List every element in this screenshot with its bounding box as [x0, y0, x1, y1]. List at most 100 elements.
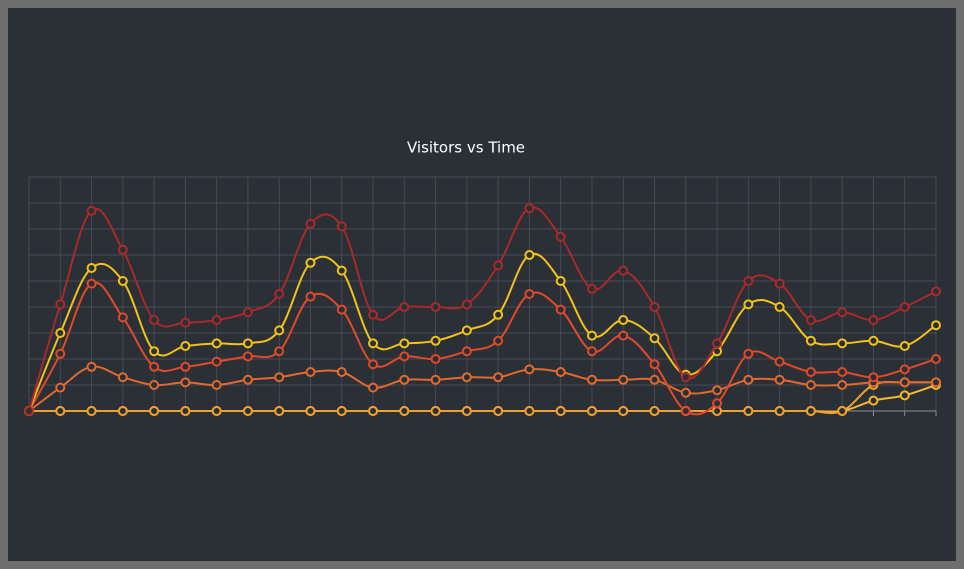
- point: [837, 367, 848, 377]
- point: [649, 333, 660, 344]
- series-line: [28, 281, 937, 416]
- point: [86, 406, 97, 416]
- point: [180, 317, 191, 328]
- point: [430, 302, 441, 312]
- point: [899, 390, 910, 401]
- point: [931, 320, 941, 331]
- point: [180, 341, 191, 351]
- point: [86, 278, 97, 289]
- point: [274, 289, 285, 299]
- point: [649, 359, 660, 370]
- point: [899, 364, 910, 375]
- point: [399, 406, 410, 416]
- point: [274, 372, 285, 383]
- point: [55, 406, 66, 416]
- point: [399, 338, 410, 349]
- point: [336, 304, 347, 315]
- point: [649, 406, 660, 416]
- point: [618, 406, 629, 416]
- point: [555, 276, 566, 286]
- point: [712, 398, 723, 409]
- point: [586, 283, 597, 294]
- point: [899, 377, 910, 388]
- point: [868, 372, 879, 383]
- point: [368, 309, 379, 320]
- point: [180, 406, 191, 416]
- plot-area: [28, 176, 937, 412]
- point: [805, 380, 816, 390]
- point: [837, 338, 848, 349]
- point: [555, 231, 566, 242]
- point: [305, 218, 316, 229]
- point: [305, 257, 316, 268]
- point: [117, 312, 128, 323]
- series-line: [28, 365, 936, 412]
- chart-title: Visitors vs Time: [407, 139, 525, 157]
- series-line: [28, 380, 937, 415]
- point: [555, 304, 566, 315]
- point: [868, 395, 879, 406]
- point: [774, 374, 785, 385]
- point: [305, 367, 316, 377]
- point: [743, 276, 754, 286]
- point: [461, 299, 472, 310]
- point: [430, 354, 441, 364]
- point: [368, 382, 379, 393]
- point: [680, 406, 691, 416]
- series-line: [28, 252, 937, 412]
- point: [55, 348, 66, 359]
- point: [774, 302, 785, 312]
- point: [55, 328, 66, 338]
- point: [805, 367, 816, 377]
- point: [149, 380, 160, 390]
- point: [743, 406, 754, 416]
- point: [618, 315, 629, 325]
- point: [211, 406, 222, 416]
- point: [368, 359, 379, 370]
- point: [242, 406, 253, 416]
- point: [399, 374, 410, 385]
- point: [368, 406, 379, 416]
- point: [149, 315, 160, 325]
- point: [305, 291, 316, 302]
- point: [86, 205, 97, 216]
- point: [555, 367, 566, 377]
- point: [24, 406, 34, 416]
- point: [117, 276, 128, 286]
- point: [586, 346, 597, 357]
- point: [461, 372, 472, 383]
- point: [55, 382, 66, 393]
- point: [274, 406, 285, 416]
- point: [774, 406, 785, 416]
- point: [493, 260, 504, 271]
- point: [837, 380, 848, 390]
- point: [649, 302, 660, 312]
- point: [805, 335, 816, 346]
- point: [649, 374, 660, 385]
- point: [805, 406, 816, 416]
- point: [493, 309, 504, 320]
- point: [743, 374, 754, 385]
- point: [399, 302, 410, 312]
- point: [774, 356, 785, 367]
- point: [524, 203, 535, 214]
- point: [461, 406, 472, 416]
- point: [149, 361, 160, 372]
- point: [242, 374, 253, 385]
- point: [712, 338, 723, 349]
- point: [117, 372, 128, 383]
- point: [774, 278, 785, 289]
- point: [305, 406, 316, 416]
- point: [868, 315, 879, 325]
- point: [180, 361, 191, 372]
- point: [430, 406, 441, 416]
- point: [805, 315, 816, 325]
- point: [743, 299, 754, 310]
- point: [368, 338, 379, 349]
- point: [461, 325, 472, 336]
- point: [86, 361, 97, 372]
- point: [149, 346, 160, 357]
- point: [117, 244, 128, 255]
- point: [493, 406, 504, 416]
